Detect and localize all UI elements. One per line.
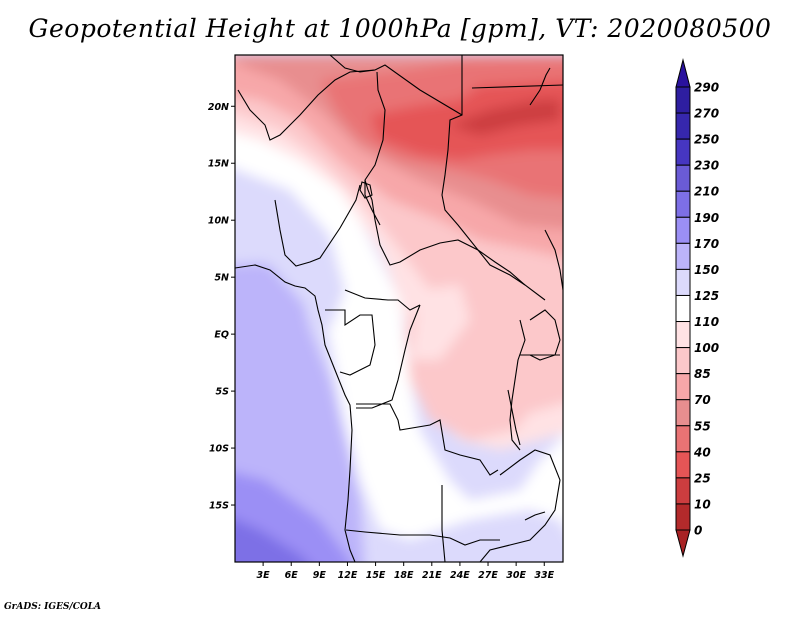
field-congo-white	[410, 285, 470, 360]
lake-malawi	[524, 511, 546, 521]
colorbar-band	[675, 399, 691, 427]
colorbar-band	[675, 138, 691, 166]
border-cameroon-chad	[364, 179, 376, 221]
lake-chad	[359, 181, 373, 199]
x-tick-label: 24E	[450, 570, 470, 581]
colorbar-band	[675, 503, 691, 531]
colorbar-label: 250	[694, 133, 719, 147]
colorbar-label: 25	[694, 471, 711, 485]
field-westafrica-125	[235, 168, 345, 330]
y-tick-label: 20N	[208, 102, 229, 113]
y-tick-label: 10S	[209, 444, 229, 455]
colorbar-band	[675, 294, 691, 323]
border-egypt-sudan-22N	[471, 84, 563, 89]
y-axis: 20N 15N 10N 5N EQ 5S 10S 15S	[208, 102, 235, 512]
chart-title: Geopotential Height at 1000hPa [gpm], VT…	[28, 14, 772, 43]
colorbar-band	[675, 216, 691, 244]
border-nigeria-cameroon	[274, 184, 361, 267]
colorbar-band	[675, 112, 691, 140]
x-tick-label: 21E	[422, 570, 442, 581]
y-tick-label: EQ	[214, 330, 229, 341]
border-chad-sudan	[364, 71, 386, 226]
coast-red-sea	[529, 67, 551, 106]
y-tick-label: 10N	[208, 216, 229, 227]
colorbar-label: 10	[694, 497, 711, 511]
x-tick-label: 9E	[313, 570, 327, 581]
border-angola-namibia	[345, 529, 500, 546]
field-ocean-190	[235, 519, 307, 562]
border-gabon	[325, 309, 376, 376]
border-chad-libya	[329, 55, 463, 116]
y-tick-label: 5S	[216, 387, 230, 398]
coastline-west-africa	[235, 264, 356, 562]
x-tick-label: 6E	[285, 570, 299, 581]
colorbar-label: 230	[694, 159, 719, 173]
colorbar-band	[675, 86, 691, 114]
x-tick-label: 15E	[366, 570, 386, 581]
border-car-south	[344, 289, 421, 311]
colorbar-band	[675, 347, 691, 375]
footer-credit: GrADS: IGES/COLA	[4, 602, 102, 612]
colorbar-band	[675, 477, 691, 505]
y-tick-label: 15N	[208, 159, 229, 170]
colorbar: 2902702502302101901701501251101008570554…	[675, 58, 719, 558]
colorbar-label: 150	[694, 263, 719, 277]
colorbar-band	[675, 164, 691, 192]
country-borders	[235, 55, 563, 562]
field-red-10	[450, 100, 560, 135]
colorbar-label: 0	[694, 524, 702, 538]
border-sudan-egypt	[441, 55, 526, 286]
colorbar-band	[675, 268, 691, 296]
x-tick-label: 3E	[257, 570, 271, 581]
colorbar-band	[675, 451, 691, 479]
colorbar-label: 270	[694, 107, 719, 121]
colorbar-label: 100	[694, 341, 719, 355]
border-uganda-kenya	[529, 309, 561, 361]
y-tick-label: 15S	[209, 501, 229, 512]
border-great-lakes	[509, 319, 526, 451]
colorbar-label: 210	[694, 185, 719, 199]
lake-tanganyika	[507, 389, 521, 446]
x-tick-label: 27E	[478, 570, 498, 581]
colorbar-label: 125	[694, 289, 719, 303]
border-car-drc	[374, 219, 546, 301]
colorbar-band	[675, 425, 691, 453]
x-tick-label: 33E	[534, 570, 554, 581]
colorbar-band	[675, 321, 691, 349]
colorbar-bottom-arrow	[675, 529, 691, 558]
colorbar-top-arrow	[675, 58, 691, 88]
colorbar-label: 70	[694, 393, 711, 407]
border-angola-zambia	[441, 485, 446, 562]
colorbar-band	[675, 242, 691, 270]
colorbar-label: 170	[694, 237, 719, 251]
colorbar-label: 190	[694, 211, 719, 225]
border-zambia-east	[479, 449, 561, 562]
colorbar-label: 110	[694, 315, 719, 329]
colorbar-band	[675, 373, 691, 401]
x-axis: 3E 6E 9E 12E 15E 18E 21E 24E 27E 30E 33E	[257, 562, 555, 581]
map-frame	[234, 54, 564, 563]
colorbar-label: 85	[694, 367, 711, 381]
x-tick-label: 30E	[506, 570, 526, 581]
x-tick-label: 12E	[338, 570, 358, 581]
colorbar-label: 40	[693, 445, 711, 459]
border-niger-chad	[237, 69, 376, 141]
border-sudan-ethiopia	[544, 229, 563, 291]
x-tick-label: 18E	[394, 570, 414, 581]
colorbar-label: 290	[694, 81, 719, 95]
map-field	[235, 55, 563, 562]
colorbar-band	[675, 190, 691, 218]
y-tick-label: 5N	[214, 273, 229, 284]
colorbar-label: 55	[694, 419, 711, 433]
border-congo-drc	[356, 304, 421, 409]
border-drc-angola	[356, 403, 499, 476]
